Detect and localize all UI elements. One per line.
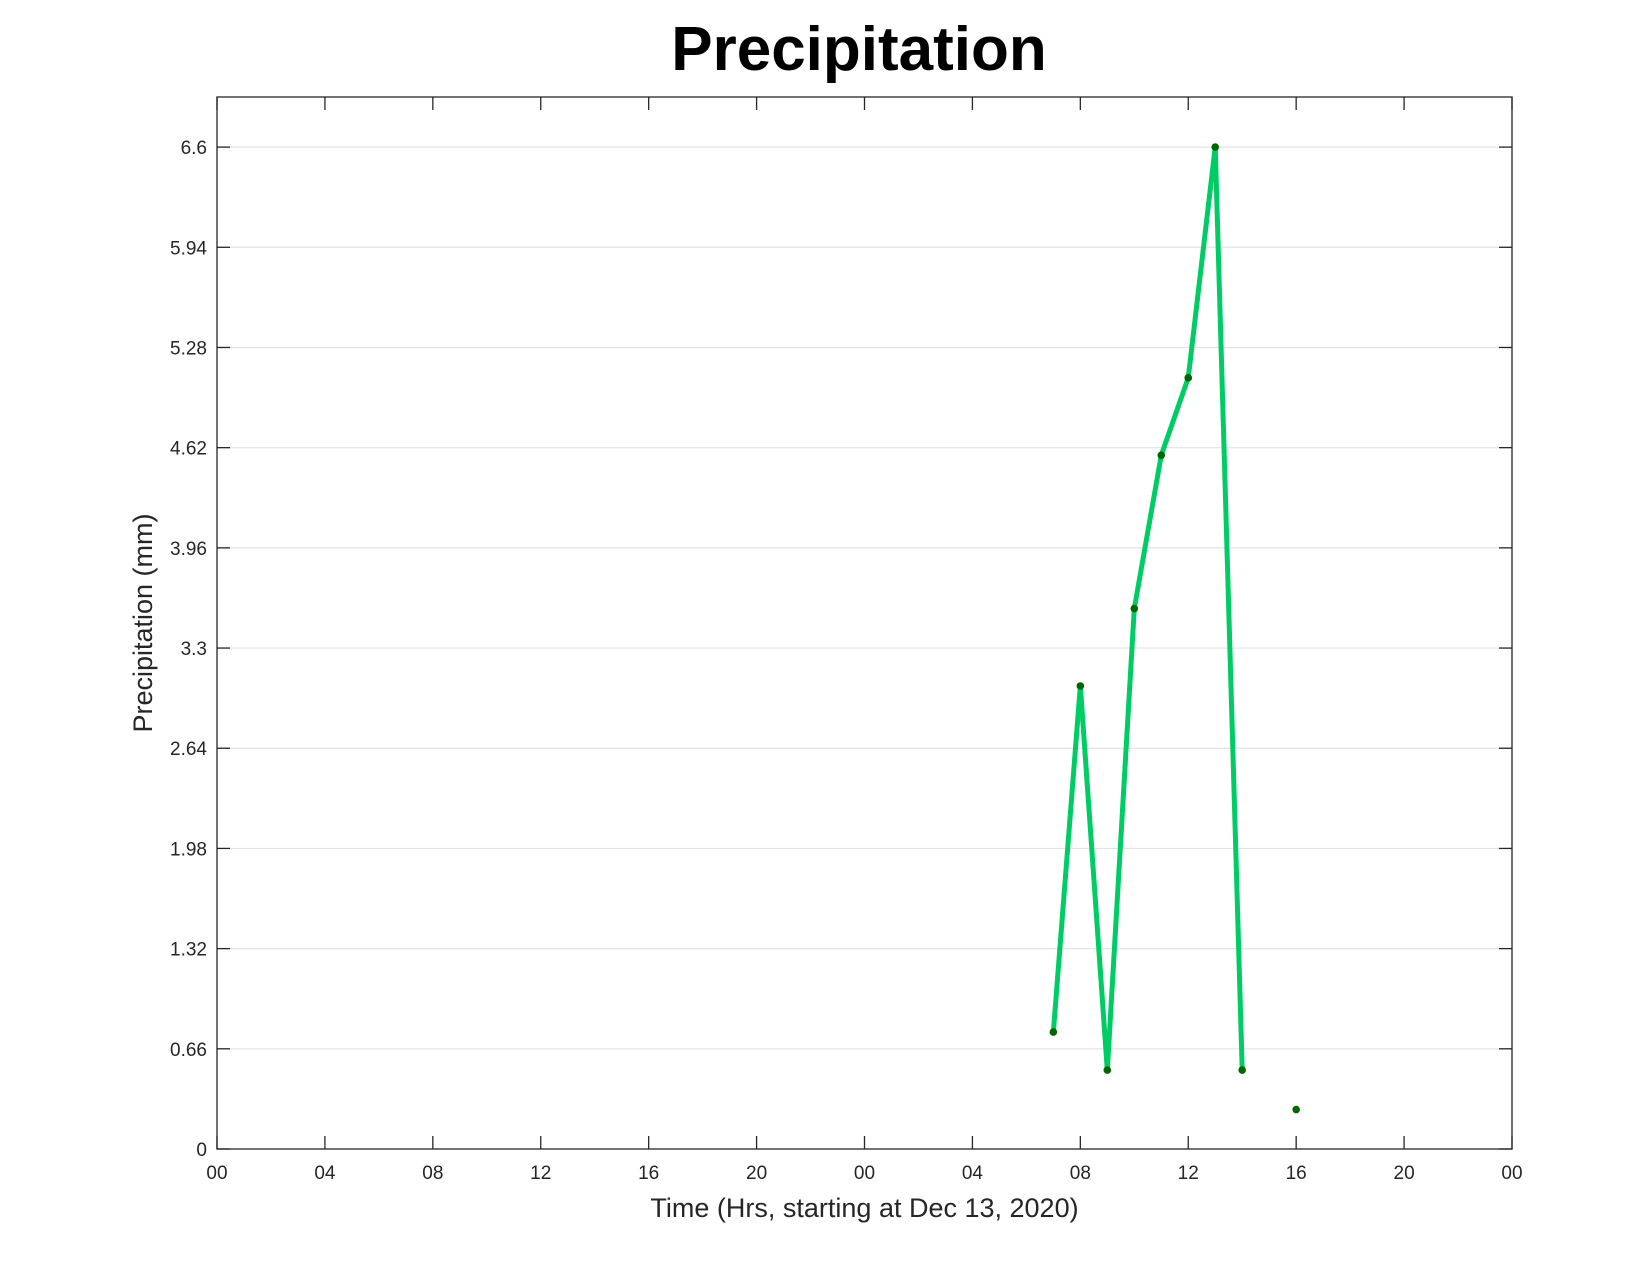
y-tick-label: 6.6: [181, 138, 207, 159]
series-layer: [1049, 143, 1300, 1114]
data-point-marker: [1211, 143, 1220, 151]
y-tick-label: 1.32: [170, 940, 207, 961]
y-axis-label: Precipitation (mm): [128, 513, 158, 732]
x-tick-label: 12: [1178, 1163, 1199, 1184]
data-point-marker: [1238, 1066, 1247, 1074]
x-tick-label: 20: [746, 1163, 767, 1184]
y-tick-label: 0: [196, 1140, 207, 1161]
x-axis-label: Time (Hrs, starting at Dec 13, 2020): [650, 1193, 1078, 1223]
x-tick-label: 16: [638, 1163, 659, 1184]
y-tick-label: 1.98: [170, 839, 207, 860]
x-tick-label: 00: [854, 1163, 875, 1184]
x-tick-label: 16: [1286, 1163, 1307, 1184]
series-line-segment: [1077, 683, 1110, 1073]
y-tick-label: 4.62: [170, 439, 207, 460]
x-tick-label: 00: [206, 1163, 227, 1184]
x-tick-label: 00: [1501, 1163, 1522, 1184]
x-tick-label: 04: [314, 1163, 336, 1184]
data-point-marker: [1130, 604, 1139, 613]
series-line-segment: [1104, 606, 1137, 1073]
series-line-segment: [1050, 683, 1083, 1035]
series-line-segment: [1212, 144, 1245, 1073]
data-point-marker: [1076, 682, 1085, 690]
x-tick-label: 04: [962, 1163, 984, 1184]
data-point-marker: [1103, 1066, 1112, 1074]
tick-layer: [216, 97, 1513, 1150]
y-tick-label: 5.94: [170, 238, 207, 259]
series-line-segment: [1131, 452, 1164, 612]
x-tick-label: 20: [1394, 1163, 1415, 1184]
x-tick-label: 08: [1070, 1163, 1091, 1184]
y-tick-label: 3.3: [181, 639, 207, 660]
y-tick-label: 0.66: [170, 1040, 207, 1061]
series-line-segment: [1185, 144, 1218, 381]
chart-title: Precipitation: [671, 15, 1047, 84]
plot-area: [217, 97, 1512, 1149]
grid-layer: [217, 146, 1512, 1050]
label-layer: 0 0.66 1.32 1.98 2.64 3.3 3.96 4.62 5.28 5.94 6.6 0…: [170, 138, 1523, 1184]
data-point-marker: [1157, 451, 1166, 460]
y-tick-label: 5.28: [170, 338, 207, 359]
series-line-segment: [1158, 375, 1191, 458]
data-point-marker: [1184, 374, 1193, 382]
data-point-marker: [1292, 1105, 1300, 1114]
x-tick-label: 12: [530, 1163, 551, 1184]
y-tick-label: 2.64: [170, 739, 207, 760]
x-tick-label: 08: [422, 1163, 443, 1184]
y-tick-label: 3.96: [170, 539, 207, 560]
data-point-marker: [1049, 1028, 1058, 1036]
